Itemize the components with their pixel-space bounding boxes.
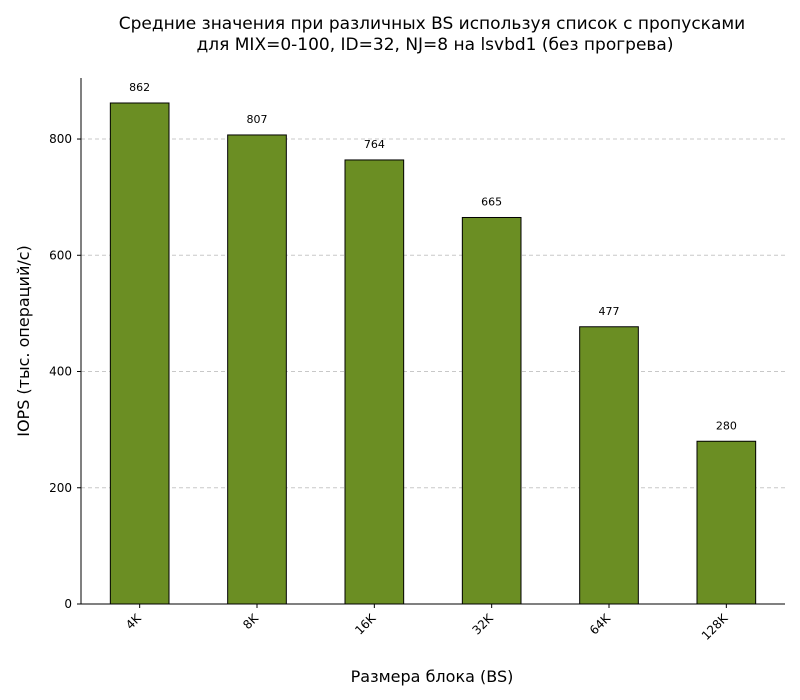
- y-tick-label: 200: [49, 481, 72, 495]
- bar-value-label: 764: [364, 138, 385, 151]
- x-tick-label: 64K: [587, 610, 614, 637]
- bar: [227, 134, 287, 605]
- y-tick-label: 600: [49, 248, 72, 262]
- bar-value-label: 862: [129, 81, 150, 94]
- bar: [696, 440, 757, 605]
- bar: [344, 159, 405, 605]
- x-axis-ticks: 4K 8K 16K 32K 64K 128K: [123, 604, 731, 643]
- x-tick-label: 4K: [123, 610, 145, 632]
- bar-value-label: 665: [481, 195, 502, 208]
- chart-title: Средние значения при различных BS исполь…: [119, 14, 746, 34]
- x-tick-label: 32K: [470, 610, 497, 637]
- bar: [109, 102, 170, 605]
- y-tick-label: 400: [49, 365, 72, 379]
- x-axis-label: Размера блока (BS): [351, 667, 514, 686]
- chart-subtitle: для MIX=0-100, ID=32, NJ=8 на lsvbd1 (бе…: [197, 35, 674, 55]
- bar-value-label: 477: [599, 305, 620, 318]
- y-axis-label: IOPS (тыс. операций/с): [14, 245, 33, 437]
- bar: [461, 216, 522, 605]
- gridlines: [81, 138, 785, 489]
- x-tick-label: 8K: [240, 610, 262, 632]
- x-tick-label: 16K: [352, 610, 379, 637]
- bars: [109, 102, 757, 605]
- y-tick-label: 800: [49, 132, 72, 146]
- y-axis-ticks: 0 200 400 600 800: [49, 132, 81, 611]
- bar-value-label: 280: [716, 419, 737, 432]
- x-tick-label: 128K: [699, 610, 731, 642]
- bar-value-label: 807: [247, 113, 268, 126]
- data-labels: 862 807 764 665 477 280: [129, 81, 737, 432]
- y-tick-label: 0: [64, 597, 72, 611]
- bar: [579, 326, 639, 605]
